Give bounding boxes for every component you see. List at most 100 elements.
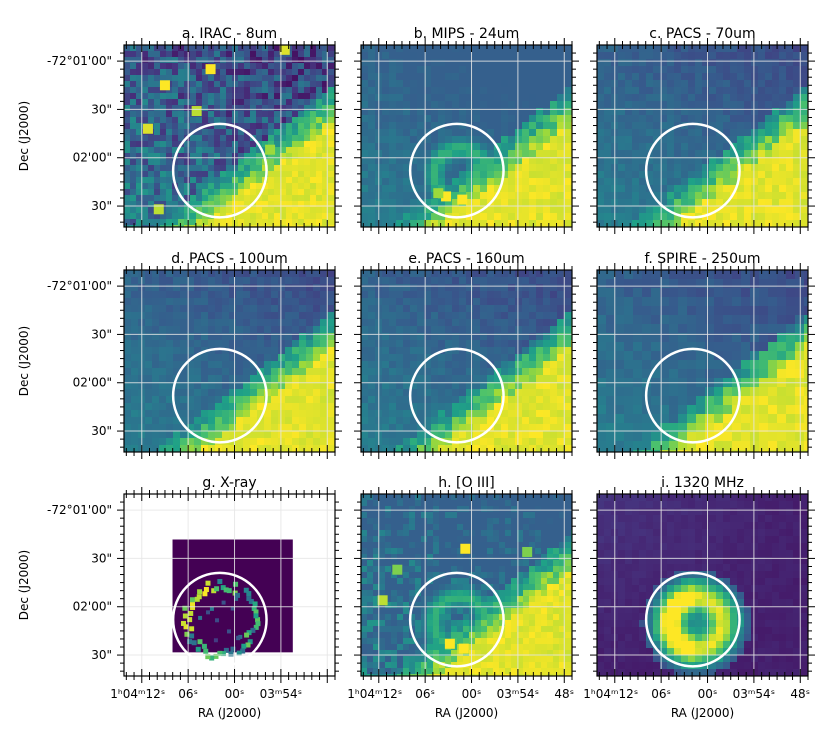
panel-title: b. MIPS - 24um (414, 26, 520, 42)
heatmap-image (124, 270, 335, 452)
coordinate-grid (124, 270, 335, 452)
ra-axis-label: RA (J2000) (435, 706, 498, 720)
point-source (441, 191, 452, 202)
axis-ticks (590, 38, 815, 234)
dec-tick-label: 30" (91, 648, 112, 662)
ra-axis-label: RA (J2000) (198, 706, 261, 720)
axis-ticks (354, 487, 579, 683)
panel-title: e. PACS - 160um (408, 251, 524, 267)
panel-title: f. SPIRE - 250um (644, 251, 760, 267)
ra-tick-label: 48ˢ (554, 687, 574, 701)
dec-tick-label: 02'00" (73, 376, 112, 390)
heatmap-image (361, 270, 572, 452)
panel-e: e. PACS - 160um (354, 251, 579, 459)
ra-tick-label: 06ˢ (415, 687, 435, 701)
panel-title: c. PACS - 70um (649, 26, 755, 42)
remnant-circle (171, 122, 268, 219)
point-source (142, 123, 153, 134)
axis-ticks (117, 487, 342, 683)
remnant-circle (408, 122, 505, 219)
axis-ticks (590, 487, 815, 683)
panel-c: c. PACS - 70um (590, 26, 815, 234)
panel-b: b. MIPS - 24um (354, 26, 579, 234)
axes-frame (360, 269, 573, 453)
panel-title: i. 1320 MHz (661, 475, 744, 491)
axes-frame (596, 493, 809, 677)
dec-axis-label: Dec (J2000) (17, 101, 31, 171)
ra-axis-label: RA (J2000) (671, 706, 734, 720)
axes-frame (360, 493, 573, 677)
ra-tick-label: 03ᵐ54ˢ (497, 687, 540, 701)
point-source (433, 188, 444, 199)
dec-tick-label: 02'00" (73, 151, 112, 165)
ra-tick-label: 06ˢ (651, 687, 671, 701)
panel-i: i. 1320 MHz 1ʰ04ᵐ12ˢ 06ˢ 00ˢ 03ᵐ54ˢ 48ˢ RA (J2… (583, 475, 815, 720)
heatmap-image (597, 494, 808, 676)
dec-tick-label: 30" (91, 327, 112, 341)
axis-ticks (117, 263, 342, 459)
axes-frame (360, 44, 573, 228)
panel-title: a. IRAC - 8um (182, 26, 277, 42)
axes-frame (123, 269, 336, 453)
heatmap-image (361, 45, 572, 227)
ra-tick-label: 00ˢ (225, 687, 245, 701)
remnant-circle (408, 571, 505, 668)
panel-f: f. SPIRE - 250um (590, 251, 815, 459)
point-source (460, 543, 471, 554)
point-source (153, 204, 164, 215)
panel-title: h. [O III] (438, 475, 495, 491)
ra-tick-label: 03ᵐ54ˢ (733, 687, 776, 701)
panel-title: g. X-ray (202, 475, 256, 491)
remnant-circle (644, 122, 741, 219)
axis-ticks (354, 38, 579, 234)
coordinate-grid (361, 270, 572, 452)
remnant-circle (644, 347, 741, 444)
heatmap-image (124, 494, 335, 676)
dec-tick-label: -72°01'00" (47, 503, 112, 517)
dec-tick-label: 02'00" (73, 600, 112, 614)
dec-axis-label: Dec (J2000) (17, 550, 31, 620)
dec-tick-label: 30" (91, 424, 112, 438)
heatmap-image (124, 45, 335, 227)
panel-h: h. [O III] 1ʰ04ᵐ12ˢ 06ˢ 00ˢ 03ᵐ54ˢ 48ˢ RA (J20… (347, 475, 579, 720)
panel-d: d. PACS - 100um -72°01'00" 30" 02'00" 30" Dec… (17, 251, 342, 459)
ra-tick-label: 1ʰ04ᵐ12ˢ (110, 687, 165, 701)
heatmap-image (361, 494, 572, 676)
point-source (377, 595, 388, 606)
point-source (205, 64, 216, 75)
point-source (392, 564, 403, 575)
point-source (191, 106, 202, 117)
panel-g: g. X-ray -72°01'00" 30" 02'00" 30" 1ʰ04ᵐ12ˢ 06… (17, 475, 342, 720)
point-source (522, 546, 533, 557)
ra-tick-label: 06ˢ (178, 687, 198, 701)
axis-ticks (117, 38, 342, 234)
xray-shell (180, 578, 261, 661)
axes-frame (596, 44, 809, 228)
axes-frame (123, 44, 336, 228)
remnant-circle (644, 571, 741, 668)
ra-tick-label: 00ˢ (462, 687, 482, 701)
axes-frame (596, 269, 809, 453)
remnant-circle (171, 571, 268, 668)
point-source (444, 638, 455, 649)
remnant-circle (171, 347, 268, 444)
point-source (159, 80, 170, 91)
dec-tick-label: -72°01'00" (47, 279, 112, 293)
axis-ticks (590, 263, 815, 459)
heatmap-image (597, 45, 808, 227)
dec-tick-label: 30" (91, 102, 112, 116)
ra-tick-label: 1ʰ04ᵐ12ˢ (347, 687, 402, 701)
axis-ticks (354, 263, 579, 459)
dec-tick-label: 30" (91, 551, 112, 565)
ra-tick-label: 00ˢ (698, 687, 718, 701)
ra-tick-label: 1ʰ04ᵐ12ˢ (583, 687, 638, 701)
panel-title: d. PACS - 100um (171, 251, 288, 267)
coordinate-grid (361, 494, 572, 676)
point-source (279, 45, 290, 55)
axes-frame (123, 493, 336, 677)
ra-tick-label: 48ˢ (790, 687, 810, 701)
point-source (458, 643, 469, 654)
panel-a: a. IRAC - 8um -72°01'00" 30" 02'00" 30" Dec (… (17, 26, 342, 234)
dec-tick-label: -72°01'00" (47, 54, 112, 68)
